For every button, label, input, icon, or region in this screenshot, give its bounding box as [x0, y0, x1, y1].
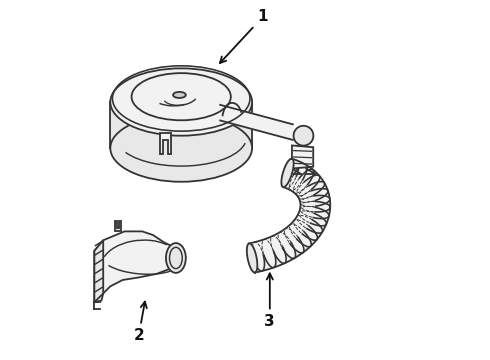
Ellipse shape	[110, 114, 252, 182]
Polygon shape	[110, 102, 252, 148]
Polygon shape	[281, 159, 294, 187]
Ellipse shape	[173, 92, 186, 98]
Polygon shape	[247, 243, 257, 273]
Polygon shape	[249, 159, 330, 273]
Text: 1: 1	[220, 9, 268, 63]
Polygon shape	[292, 145, 313, 168]
Text: 2: 2	[133, 302, 147, 343]
Polygon shape	[160, 133, 171, 154]
Ellipse shape	[110, 68, 252, 136]
Polygon shape	[95, 240, 103, 302]
Polygon shape	[115, 221, 122, 231]
Text: 3: 3	[265, 273, 275, 329]
Polygon shape	[95, 231, 179, 302]
Ellipse shape	[294, 126, 314, 145]
Ellipse shape	[166, 243, 186, 273]
Polygon shape	[220, 105, 293, 140]
